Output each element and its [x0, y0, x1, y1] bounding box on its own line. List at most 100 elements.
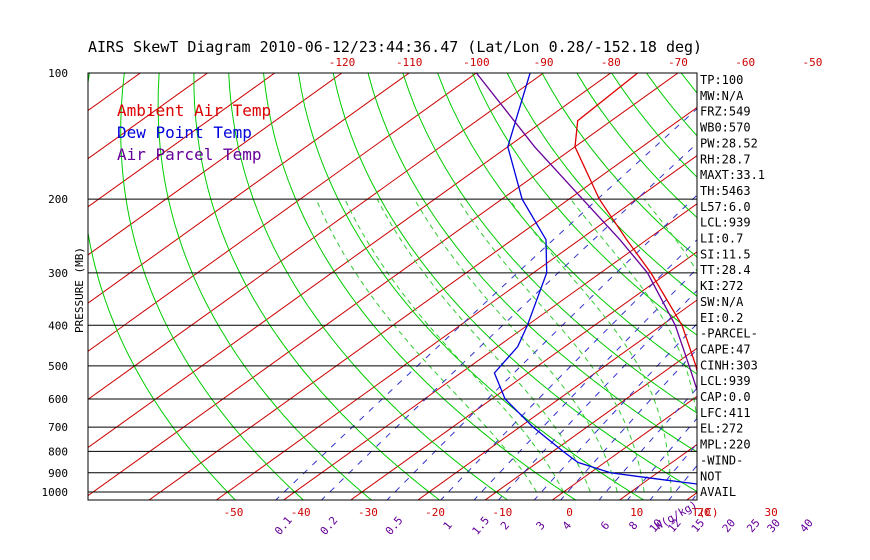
- index-label: MW:N/A: [700, 89, 744, 103]
- legend: Ambient Air Temp Dew Point Temp Air Parc…: [117, 101, 271, 164]
- legend-parcel: Air Parcel Temp: [117, 145, 262, 164]
- mixing-ratio-tick-label: 20: [720, 516, 738, 535]
- y-axis-label: PRESSURE (MB): [73, 247, 86, 333]
- bottom-temp-tick-label: -50: [224, 506, 244, 519]
- bottom-temp-tick-label: -20: [425, 506, 445, 519]
- pressure-tick-label: 400: [48, 319, 68, 332]
- mixing-ratio-tick-label: 0.2: [318, 514, 341, 538]
- pressure-tick-label: 200: [48, 193, 68, 206]
- profiles: [475, 73, 697, 485]
- mixing-ratio-tick-label: 0.5: [383, 514, 406, 538]
- bottom-temp-tick-label: -10: [492, 506, 512, 519]
- isotherm-line: [88, 73, 410, 304]
- top-temp-tick-label: -100: [463, 56, 490, 69]
- mixing-ratio-ticks: 0.1 0.2 0.5 1 1.5 2 3 4 6 8 10 12 15 20 25 30 40: [272, 514, 816, 538]
- dry-adiabat-line: [157, 73, 373, 500]
- index-label: CAP:0.0: [700, 390, 751, 404]
- isotherm-line: [88, 73, 612, 449]
- top-temp-tick-label: -90: [534, 56, 554, 69]
- isotherm-line: [753, 54, 870, 501]
- pressure-tick-label: 500: [48, 360, 68, 373]
- isotherm-line: [88, 73, 545, 400]
- mixing-ratio-tick-label: 1: [441, 519, 455, 532]
- mixing-ratio-tick-label: 6: [598, 519, 612, 532]
- index-label: PW:28.52: [700, 136, 758, 150]
- mixing-ratio-line: [473, 267, 697, 500]
- index-label: KI:272: [700, 279, 743, 293]
- bottom-temp-tick-label: 20: [697, 506, 710, 519]
- dry-adiabat-line: [735, 54, 870, 501]
- isotherm-line: [417, 299, 697, 500]
- moist-adiabat-line: [315, 198, 538, 493]
- pressure-tick-label: 800: [48, 445, 68, 458]
- isotherm-line: [88, 73, 343, 256]
- dry-adiabat-line: [332, 73, 697, 493]
- mixing-ratio-tick-label: 15: [689, 516, 707, 535]
- index-label: MPL:220: [700, 438, 751, 452]
- index-label: LCL:939: [700, 374, 751, 388]
- top-temp-tick-label: -120: [329, 56, 356, 69]
- bottom-temp-tick-label: -40: [291, 506, 311, 519]
- isotherm-line: [88, 73, 478, 352]
- mixing-ratio-tick-label: 8: [626, 519, 640, 532]
- top-temperature-ticks: -120-110-100-90-80-70-60-50-40: [329, 56, 870, 69]
- isotherm-line: [88, 73, 276, 208]
- mixing-ratio-line: [559, 348, 697, 500]
- mixing-ratio-line: [668, 464, 697, 500]
- chart-title: AIRS SkewT Diagram 2010-06-12/23:44:36.4…: [88, 38, 702, 56]
- plot-frame: [87, 72, 698, 501]
- mixing-ratio-line: [598, 387, 697, 500]
- isotherm-line: [88, 73, 679, 497]
- top-temp-tick-label: -80: [601, 56, 621, 69]
- top-temp-tick-label: -110: [396, 56, 423, 69]
- dry-adiabat-line: [437, 73, 697, 375]
- pressure-tick-label: 700: [48, 421, 68, 434]
- mixing-ratio-line: [497, 289, 697, 500]
- dry-adiabat-line: [506, 73, 697, 297]
- top-temp-tick-label: -70: [668, 56, 688, 69]
- moist-adiabat-line: [457, 198, 645, 493]
- dry-adiabat-line: [836, 54, 870, 501]
- pressure-tick-labels: 100 200 300 400 500 600 700 800 900 1000: [42, 67, 69, 499]
- mixing-ratio-line: [440, 239, 697, 500]
- legend-dewpoint: Dew Point Temp: [117, 123, 252, 142]
- isotherm-line: [215, 155, 697, 500]
- index-label: RH:28.7: [700, 152, 751, 166]
- bottom-temp-tick-label: 0: [566, 506, 573, 519]
- index-label: TP:100: [700, 73, 743, 87]
- mixing-ratio-tick-label: 2: [498, 519, 512, 532]
- index-label: L57:6.0: [700, 200, 751, 214]
- mixing-ratio-tick-label: 4: [560, 519, 574, 533]
- index-label: LFC:411: [700, 406, 751, 420]
- index-label: -WIND-: [700, 453, 743, 467]
- dry-adiabat-line: [471, 73, 697, 336]
- dry-adiabat-line: [402, 73, 697, 414]
- isotherm-line: [282, 203, 697, 500]
- mixing-ratio-tick-label: 40: [797, 516, 815, 535]
- index-label: SI:11.5: [700, 247, 751, 261]
- index-label: AVAIL: [700, 485, 736, 499]
- isotherm-line: [551, 395, 697, 500]
- mixing-ratio-line: [747, 54, 870, 501]
- legend-ambient: Ambient Air Temp: [117, 101, 271, 120]
- mixing-ratio-line: [386, 194, 697, 500]
- index-label: CAPE:47: [700, 342, 751, 356]
- isotherm-line: [88, 73, 209, 160]
- isotherm-line: [349, 251, 697, 500]
- dry-adiabat-line: [120, 73, 305, 500]
- isotherm-line: [484, 347, 697, 500]
- mixing-ratio-line: [320, 142, 697, 500]
- dry-adiabat-line: [769, 54, 870, 501]
- index-label: MAXT:33.1: [700, 168, 765, 182]
- bottom-temp-tick-label: -30: [358, 506, 378, 519]
- pressure-tick-label: 900: [48, 467, 68, 480]
- index-label: NOT: [700, 469, 722, 483]
- index-label: -PARCEL-: [700, 327, 758, 341]
- index-label: WB0:570: [700, 121, 751, 135]
- index-label: EI:0.2: [700, 311, 743, 325]
- top-temp-tick-label: -50: [802, 56, 822, 69]
- dry-adiabat-line: [228, 73, 509, 500]
- index-label: SW:N/A: [700, 295, 744, 309]
- bottom-axis-unit: T(C): [692, 506, 719, 519]
- bottom-temp-tick-label: 30: [764, 506, 777, 519]
